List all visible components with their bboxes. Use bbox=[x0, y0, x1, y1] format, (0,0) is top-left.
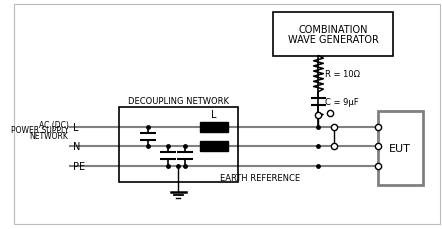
Text: COMBINATION: COMBINATION bbox=[298, 25, 368, 35]
Text: EARTH REFERENCE: EARTH REFERENCE bbox=[220, 174, 300, 183]
Text: R = 10Ω: R = 10Ω bbox=[325, 69, 360, 78]
Text: L: L bbox=[211, 109, 217, 119]
Text: POWER SUPPLY: POWER SUPPLY bbox=[11, 126, 69, 135]
Bar bbox=[200, 142, 228, 151]
Bar bbox=[378, 112, 423, 185]
Text: EUT: EUT bbox=[389, 143, 411, 153]
Text: DECOUPLING NETWORK: DECOUPLING NETWORK bbox=[128, 97, 229, 106]
Text: C = 9μF: C = 9μF bbox=[325, 97, 359, 106]
Text: AC (DC): AC (DC) bbox=[38, 120, 69, 129]
Bar bbox=[200, 122, 228, 132]
Bar bbox=[119, 108, 238, 182]
Text: PE: PE bbox=[73, 161, 85, 171]
Text: L: L bbox=[73, 122, 79, 132]
Text: WAVE GENERATOR: WAVE GENERATOR bbox=[288, 35, 378, 44]
Bar bbox=[273, 13, 393, 56]
Text: N: N bbox=[73, 142, 81, 151]
Text: NETWORK: NETWORK bbox=[30, 132, 69, 141]
